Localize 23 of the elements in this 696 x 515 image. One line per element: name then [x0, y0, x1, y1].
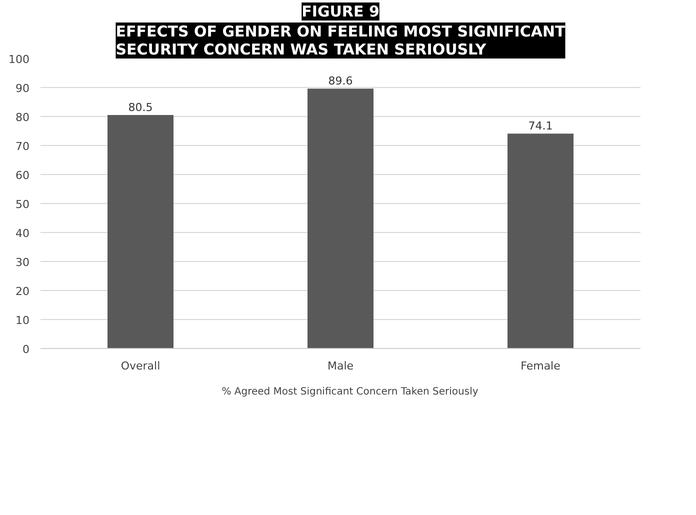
y-tick-label: 20	[16, 285, 30, 298]
x-tick-label: Overall	[120, 360, 160, 372]
y-tick-label: 80	[16, 111, 30, 124]
y-tick-label: 0	[22, 343, 30, 356]
text: % Agreed Most Significant Concern Taken Seriously	[222, 386, 478, 398]
y-tick-label: 100	[8, 53, 30, 66]
bar	[108, 115, 174, 348]
y-tick-label: 10	[16, 314, 30, 327]
chart-subtitle: EFFECTS OF GENDER ON FEELING MOST SIGNIFICANT SECURITY CONCERN WAS TAKEN SERIOUSLY	[116, 22, 566, 58]
y-tick-label: 70	[16, 140, 30, 153]
y-tick-label: 40	[16, 227, 30, 240]
x-tick-label: Female	[520, 360, 561, 372]
bar	[508, 134, 574, 348]
chart-title: FIGURE 9	[302, 2, 380, 20]
y-tick-label: 30	[16, 256, 30, 269]
bar	[308, 88, 374, 348]
y-tick-label: 60	[16, 169, 30, 182]
x-tick-label: Male	[327, 360, 354, 372]
data-label: 89.6	[328, 74, 353, 88]
y-tick-label: 90	[16, 82, 30, 95]
data-label: 74.1	[528, 120, 553, 133]
data-label: 80.5	[128, 101, 153, 114]
y-tick-label: 50	[16, 198, 30, 211]
